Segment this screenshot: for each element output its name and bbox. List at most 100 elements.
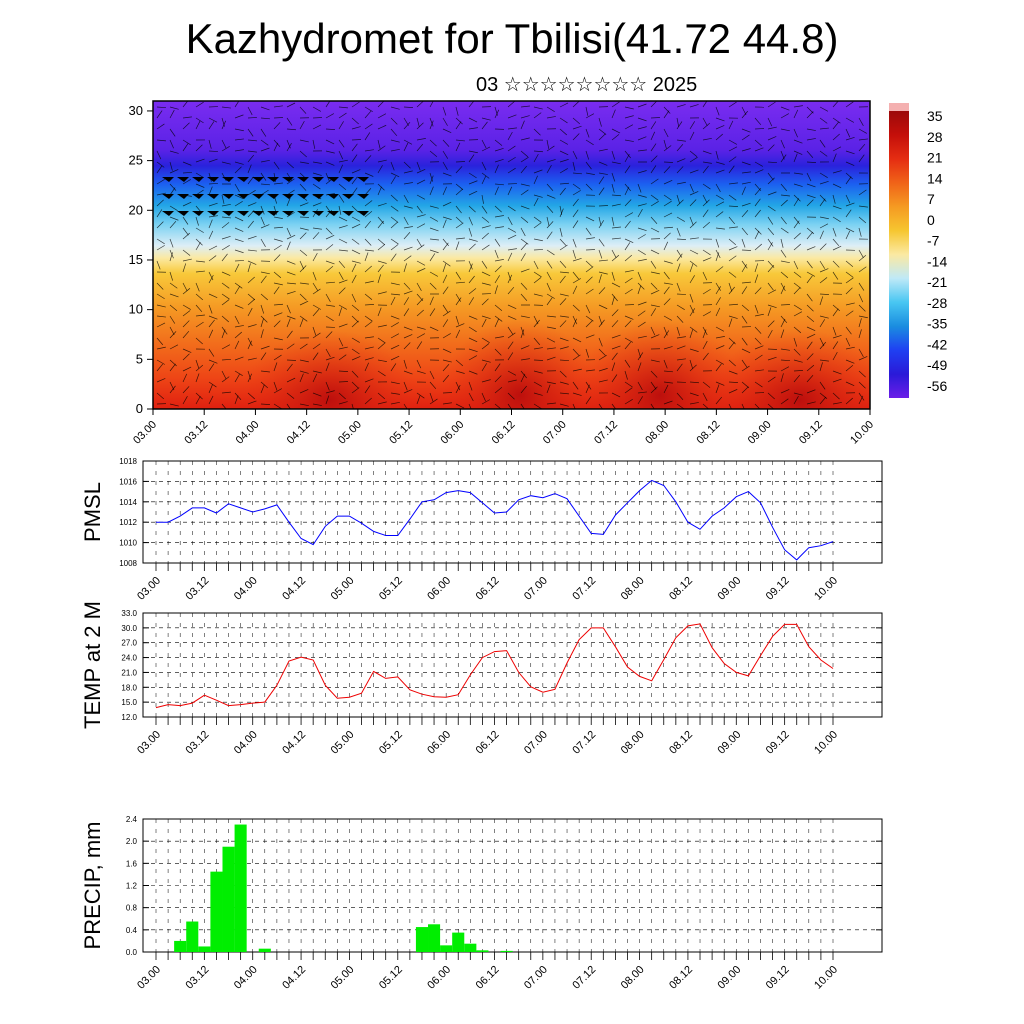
wind-barb [676, 249, 683, 258]
wind-barb [533, 370, 543, 374]
wind-barb [793, 139, 803, 144]
wind-barb [819, 198, 826, 207]
wind-barb [481, 244, 490, 251]
wind-barb [767, 356, 777, 361]
wind-barb [286, 143, 292, 152]
wind-barb [507, 167, 516, 174]
wind-barb [260, 238, 266, 247]
wind-barb [234, 356, 244, 361]
wind-barb [832, 392, 840, 400]
wind-barb [598, 161, 608, 166]
wind-barb [624, 359, 631, 368]
wind-barb [611, 271, 615, 281]
wind-barb [273, 303, 283, 306]
wind-barb [325, 101, 331, 108]
wind-barb [286, 392, 295, 399]
wind-barb [312, 403, 322, 406]
wind-barb-flag [267, 194, 279, 199]
wind-barb [559, 128, 567, 136]
wind-barb [689, 249, 699, 255]
wind-barb [689, 169, 699, 174]
wind-barb [767, 348, 778, 350]
wind-barb [325, 390, 335, 394]
wind-barb [507, 332, 516, 339]
wind-barb [858, 117, 864, 127]
wind-barb [416, 122, 424, 130]
wind-barb [741, 403, 745, 409]
wind-barb [624, 165, 631, 174]
ytick-label: 1014 [119, 498, 137, 507]
wind-barb [572, 150, 578, 160]
wind-barb [390, 106, 400, 110]
wind-barb [611, 226, 621, 229]
wind-barb [845, 101, 854, 108]
ytick-label: 1012 [119, 518, 137, 527]
xtick-label: 05.00 [329, 575, 357, 603]
wind-barb [468, 150, 478, 154]
wind-barb [507, 304, 517, 310]
wind-barb [260, 128, 267, 137]
wind-barb [481, 232, 489, 240]
wind-barb [195, 364, 204, 372]
wind-barb [208, 315, 218, 320]
wind-barb [533, 277, 542, 284]
wind-barb [546, 106, 555, 112]
wind-barb [169, 293, 179, 298]
wind-barb [273, 271, 282, 279]
xtick-label: 06.12 [474, 575, 502, 603]
wind-barb [273, 388, 283, 394]
wind-barb [767, 282, 774, 291]
wind-barb [663, 200, 672, 207]
precip-bar [428, 924, 441, 952]
xtick-label: 03.00 [135, 964, 163, 992]
wind-barb [754, 345, 764, 350]
wind-barb [572, 403, 576, 409]
wind-barb [819, 392, 828, 399]
xtick-label: 07.00 [522, 964, 550, 992]
wind-barb [442, 117, 448, 126]
wind-barb [858, 370, 866, 378]
wind-barb [728, 139, 738, 145]
wind-barb [663, 232, 671, 240]
wind-barb [481, 379, 491, 383]
xtick-label: 09.00 [715, 575, 743, 603]
wind-barb [299, 150, 307, 158]
wind-barb [767, 307, 772, 317]
wind-barb [247, 324, 257, 328]
wind-barb [780, 216, 787, 225]
wind-barb [702, 161, 712, 164]
colorbar-label: -35 [927, 316, 947, 332]
wind-barb [741, 202, 751, 207]
wind-barb [416, 326, 426, 330]
wind-barb [247, 400, 257, 405]
wind-barb [416, 179, 426, 185]
wind-barb [351, 260, 361, 264]
wind-barb [689, 237, 699, 240]
wind-barb [364, 220, 372, 229]
wind-barb-flag [282, 194, 294, 199]
wind-barb [546, 293, 555, 299]
wind-barb [286, 304, 291, 314]
wind-barb [247, 276, 255, 284]
wind-barb [858, 254, 867, 262]
wind-barb [650, 216, 658, 224]
wind-barb [169, 315, 176, 324]
wind-barb [520, 282, 528, 290]
wind-barb [429, 398, 438, 405]
wind-barb [520, 183, 530, 187]
wind-barb [728, 370, 738, 375]
wind-barb [429, 117, 434, 127]
wind-barb [702, 122, 711, 130]
wind-barb [754, 274, 759, 284]
wind-barb [351, 315, 359, 323]
wind-barb-flag [177, 211, 189, 216]
wind-barb [494, 375, 502, 383]
wind-barb [494, 315, 503, 322]
wind-barb [819, 315, 829, 319]
wind-barb [845, 397, 854, 405]
colorbar-label: -21 [927, 274, 947, 290]
wind-barb [832, 341, 839, 350]
wind-barb-flag [192, 194, 204, 199]
wind-barb [247, 337, 253, 347]
wind-barb [156, 363, 163, 372]
